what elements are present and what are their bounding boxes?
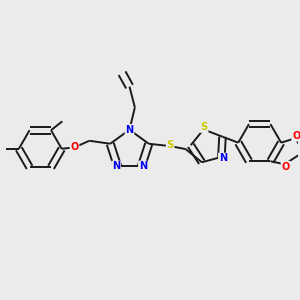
Text: S: S: [167, 140, 174, 150]
Text: O: O: [292, 131, 300, 141]
Text: O: O: [70, 142, 79, 152]
Text: O: O: [281, 162, 290, 172]
Text: N: N: [139, 161, 147, 171]
Text: N: N: [125, 125, 134, 135]
Text: N: N: [112, 161, 120, 171]
Text: S: S: [201, 122, 208, 132]
Text: N: N: [219, 154, 227, 164]
